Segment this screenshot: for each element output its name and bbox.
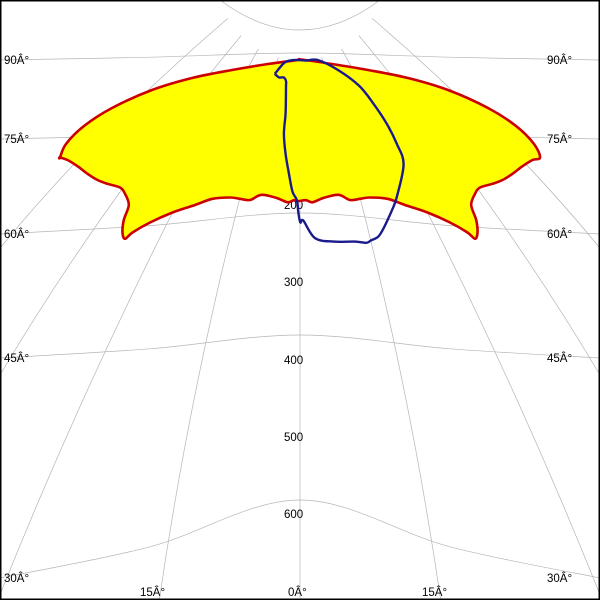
svg-text:30Â°: 30Â° [547, 572, 572, 585]
svg-text:600: 600 [284, 509, 303, 521]
svg-text:45Â°: 45Â° [547, 352, 572, 365]
svg-text:60Â°: 60Â° [547, 228, 572, 241]
svg-text:60Â°: 60Â° [4, 228, 29, 241]
svg-text:75Â°: 75Â° [547, 133, 572, 146]
svg-text:30Â°: 30Â° [4, 572, 29, 585]
svg-text:75Â°: 75Â° [4, 133, 29, 146]
svg-text:0Â°: 0Â° [288, 586, 307, 599]
svg-text:300: 300 [284, 277, 303, 289]
svg-text:45Â°: 45Â° [4, 352, 29, 365]
svg-text:400: 400 [284, 355, 303, 367]
svg-text:90Â°: 90Â° [547, 54, 572, 67]
svg-text:90Â°: 90Â° [4, 54, 29, 67]
svg-text:500: 500 [284, 432, 303, 444]
svg-text:15Â°: 15Â° [422, 586, 447, 599]
svg-text:15Â°: 15Â° [140, 586, 165, 599]
